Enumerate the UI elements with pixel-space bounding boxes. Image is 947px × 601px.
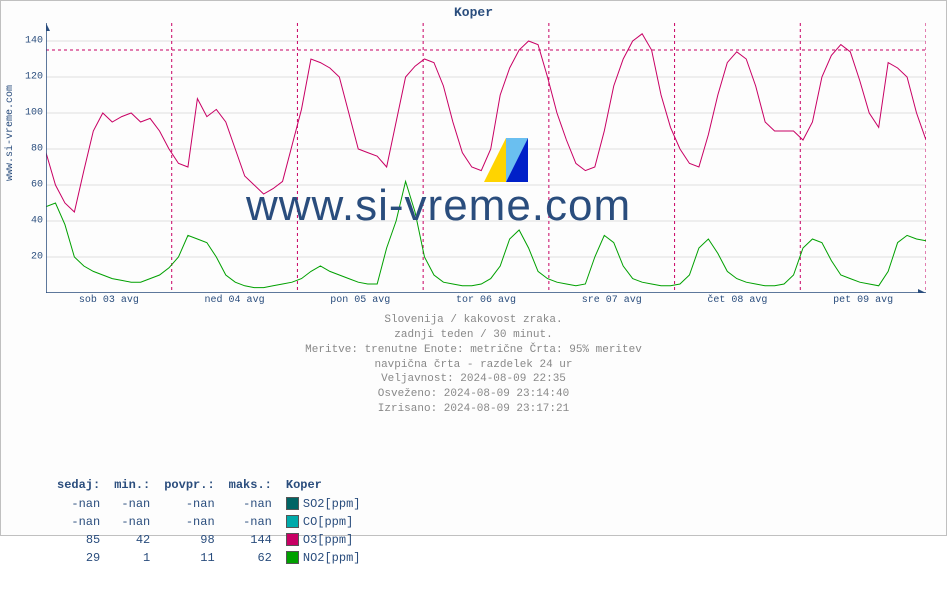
stats-header: sedaj: <box>51 477 106 493</box>
stats-table: sedaj:min.:povpr.:maks.:Koper-nan-nan-na… <box>49 443 368 601</box>
info-line: navpična črta - razdelek 24 ur <box>1 358 946 373</box>
y-tick-label: 80 <box>31 144 43 155</box>
stat-label: NO2[ppm] <box>280 550 367 566</box>
chart-title: Koper <box>1 1 946 20</box>
table-row: -nan-nan-nan-nanCO[ppm] <box>51 514 366 530</box>
stat-povpr: -nan <box>158 514 220 530</box>
stat-sedaj: 85 <box>51 532 106 548</box>
stat-label: O3[ppm] <box>280 532 367 548</box>
y-tick-label: 120 <box>25 72 43 83</box>
x-tick-label: ned 04 avg <box>205 295 265 306</box>
stat-min: 1 <box>108 550 156 566</box>
x-tick-label: sob 03 avg <box>79 295 139 306</box>
x-tick-label: čet 08 avg <box>707 295 767 306</box>
stat-label: CO[ppm] <box>280 514 367 530</box>
stat-maks: 62 <box>223 550 278 566</box>
stat-min: -nan <box>108 496 156 512</box>
stat-maks: 144 <box>223 532 278 548</box>
legend-swatch-icon <box>286 551 299 564</box>
info-line: zadnji teden / 30 minut. <box>1 328 946 343</box>
y-tick-label: 20 <box>31 252 43 263</box>
stat-maks: -nan <box>223 496 278 512</box>
y-tick-label: 100 <box>25 108 43 119</box>
legend-swatch-icon <box>286 515 299 528</box>
table-row: 2911162NO2[ppm] <box>51 550 366 566</box>
stats-header: povpr.: <box>158 477 220 493</box>
chart-container: www.si-vreme.com Koper 20 40 60 80 100 120 140… <box>0 0 947 536</box>
x-tick-label: sre 07 avg <box>582 295 642 306</box>
stat-min: -nan <box>108 514 156 530</box>
stat-povpr: 98 <box>158 532 220 548</box>
stat-min: 42 <box>108 532 156 548</box>
info-text-block: Slovenija / kakovost zraka.zadnji teden … <box>1 313 946 417</box>
stats-header: min.: <box>108 477 156 493</box>
stat-sedaj: -nan <box>51 514 106 530</box>
x-axis-labels: sob 03 avg ned 04 avg pon 05 avg tor 06 avg… <box>46 295 926 309</box>
info-line: Meritve: trenutne Enote: metrične Črta: … <box>1 343 946 358</box>
legend-swatch-icon <box>286 497 299 510</box>
y-tick-label: 60 <box>31 180 43 191</box>
x-tick-label: tor 06 avg <box>456 295 516 306</box>
y-axis-labels: 20 40 60 80 100 120 140 <box>19 23 43 293</box>
stat-label: SO2[ppm] <box>280 496 367 512</box>
info-line: Izrisano: 2024-08-09 23:17:21 <box>1 402 946 417</box>
stats-header: maks.: <box>223 477 278 493</box>
info-line: Osveženo: 2024-08-09 23:14:40 <box>1 387 946 402</box>
x-tick-label: pet 09 avg <box>833 295 893 306</box>
info-line: Veljavnost: 2024-08-09 22:35 <box>1 372 946 387</box>
chart-plot-area: www.si-vreme.com <box>46 23 926 293</box>
side-url-label: www.si-vreme.com <box>5 85 16 181</box>
stat-povpr: -nan <box>158 496 220 512</box>
stat-sedaj: 29 <box>51 550 106 566</box>
stat-povpr: 11 <box>158 550 220 566</box>
table-row: 854298144O3[ppm] <box>51 532 366 548</box>
y-tick-label: 40 <box>31 216 43 227</box>
y-tick-label: 140 <box>25 36 43 47</box>
table-row: -nan-nan-nan-nanSO2[ppm] <box>51 496 366 512</box>
stat-sedaj: -nan <box>51 496 106 512</box>
info-line: Slovenija / kakovost zraka. <box>1 313 946 328</box>
stat-maks: -nan <box>223 514 278 530</box>
stats-header: Koper <box>280 477 367 493</box>
x-tick-label: pon 05 avg <box>330 295 390 306</box>
legend-swatch-icon <box>286 533 299 546</box>
